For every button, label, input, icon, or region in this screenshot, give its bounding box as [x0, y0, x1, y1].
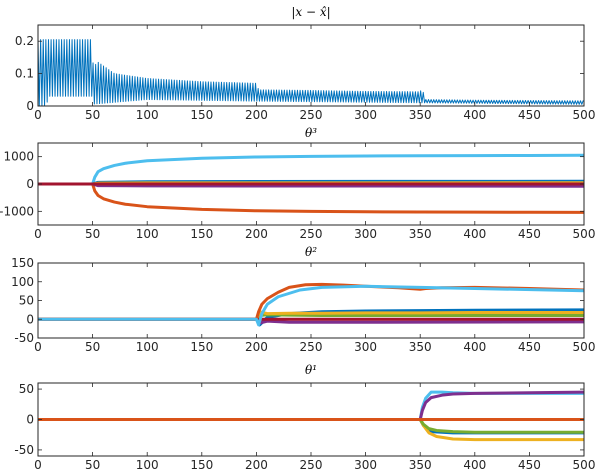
- x-tick-label: 150: [190, 227, 213, 241]
- x-tick-label: 350: [409, 340, 432, 354]
- series-line: [38, 39, 584, 106]
- x-tick-label: 100: [136, 340, 159, 354]
- y-tick-label: 150: [11, 256, 34, 270]
- plot-area: [38, 390, 584, 442]
- y-tick-label: 0: [26, 312, 34, 326]
- panel-title: |x − x̂|: [291, 5, 330, 19]
- x-tick-label: 500: [573, 458, 596, 470]
- x-axis-ticks: 0 50 100 150 200 250 300 350 400 450 500: [34, 383, 595, 470]
- x-tick-label: 400: [463, 340, 486, 354]
- x-tick-label: 50: [85, 340, 100, 354]
- x-tick-label: 300: [354, 227, 377, 241]
- x-tick-label: 100: [136, 227, 159, 241]
- x-tick-label: 150: [190, 458, 213, 470]
- x-tick-label: 250: [300, 227, 323, 241]
- panel-theta3: θ³ 0 50 100 150 200 250 300 350 400 450 500 -10000…: [0, 126, 595, 241]
- x-tick-label: 500: [573, 227, 596, 241]
- series-line: [38, 418, 584, 442]
- x-tick-label: 200: [245, 340, 268, 354]
- series-line: [38, 182, 584, 214]
- y-tick-label: 0.2: [15, 34, 34, 48]
- x-tick-label: 200: [245, 108, 268, 122]
- x-tick-label: 400: [463, 108, 486, 122]
- y-tick-label: 1000: [3, 150, 34, 164]
- x-tick-label: 0: [34, 340, 42, 354]
- x-tick-label: 50: [85, 108, 100, 122]
- x-tick-label: 0: [34, 227, 42, 241]
- x-tick-label: 500: [573, 108, 596, 122]
- x-tick-label: 0: [34, 458, 42, 470]
- x-tick-label: 350: [409, 227, 432, 241]
- panel-theta2: θ² 0 50 100 150 200 250 300 350 400 450 500 -50050…: [11, 245, 595, 354]
- series-line: [38, 284, 584, 327]
- y-tick-label: 100: [11, 275, 34, 289]
- y-axis-ticks: -50 0 50: [14, 382, 584, 457]
- x-tick-label: 100: [136, 458, 159, 470]
- y-tick-label: 50: [19, 382, 34, 396]
- axes-box: [37, 262, 585, 339]
- x-tick-label: 400: [463, 458, 486, 470]
- plot-area: [38, 282, 584, 327]
- x-tick-label: 0: [34, 108, 42, 122]
- panel-title: θ³: [305, 126, 317, 140]
- y-tick-label: -50: [14, 331, 34, 345]
- plot-area: [38, 39, 584, 106]
- y-tick-label: 50: [19, 294, 34, 308]
- y-tick-label: 0: [26, 177, 34, 191]
- x-axis-ticks: 0 50 100 150 200 250 300 350 400 450 500: [34, 143, 595, 241]
- y-tick-label: 0: [26, 99, 34, 113]
- x-tick-label: 450: [518, 227, 541, 241]
- series-line: [38, 390, 584, 421]
- x-tick-label: 50: [85, 227, 100, 241]
- plot-area: [38, 153, 584, 214]
- x-tick-label: 250: [300, 458, 323, 470]
- x-tick-label: 350: [409, 458, 432, 470]
- x-tick-label: 450: [518, 458, 541, 470]
- y-axis-ticks: -1000 0 1000: [0, 150, 584, 218]
- x-tick-label: 250: [300, 340, 323, 354]
- y-axis-ticks: -50 0 50 100 150: [11, 256, 584, 345]
- panel-error: |x − x̂| 0 50 100 150 200 250 300 350 400 450 500 …: [15, 5, 596, 122]
- x-tick-label: 150: [190, 340, 213, 354]
- x-tick-label: 400: [463, 227, 486, 241]
- y-tick-label: -50: [14, 443, 34, 457]
- x-tick-label: 300: [354, 458, 377, 470]
- y-axis-ticks: 0 0.1 0.2: [15, 34, 584, 113]
- x-tick-label: 50: [85, 458, 100, 470]
- y-tick-label: 0.1: [15, 67, 34, 81]
- x-tick-label: 300: [354, 340, 377, 354]
- x-tick-label: 200: [245, 227, 268, 241]
- y-tick-label: 0: [26, 413, 34, 427]
- y-tick-label: -1000: [0, 204, 34, 218]
- series-line: [38, 390, 584, 421]
- x-tick-label: 200: [245, 458, 268, 470]
- x-tick-label: 350: [409, 108, 432, 122]
- x-tick-label: 150: [190, 108, 213, 122]
- x-tick-label: 250: [300, 108, 323, 122]
- x-tick-label: 450: [518, 340, 541, 354]
- x-tick-label: 500: [573, 340, 596, 354]
- x-tick-label: 450: [518, 108, 541, 122]
- x-axis-ticks: 0 50 100 150 200 250 300 350 400 450 500: [34, 25, 595, 122]
- x-tick-label: 300: [354, 108, 377, 122]
- panel-title: θ¹: [305, 363, 317, 377]
- x-axis-ticks: 0 50 100 150 200 250 300 350 400 450 500: [34, 263, 595, 354]
- panel-title: θ²: [305, 245, 317, 259]
- series-line: [38, 418, 584, 434]
- series-line: [38, 153, 584, 186]
- x-tick-label: 100: [136, 108, 159, 122]
